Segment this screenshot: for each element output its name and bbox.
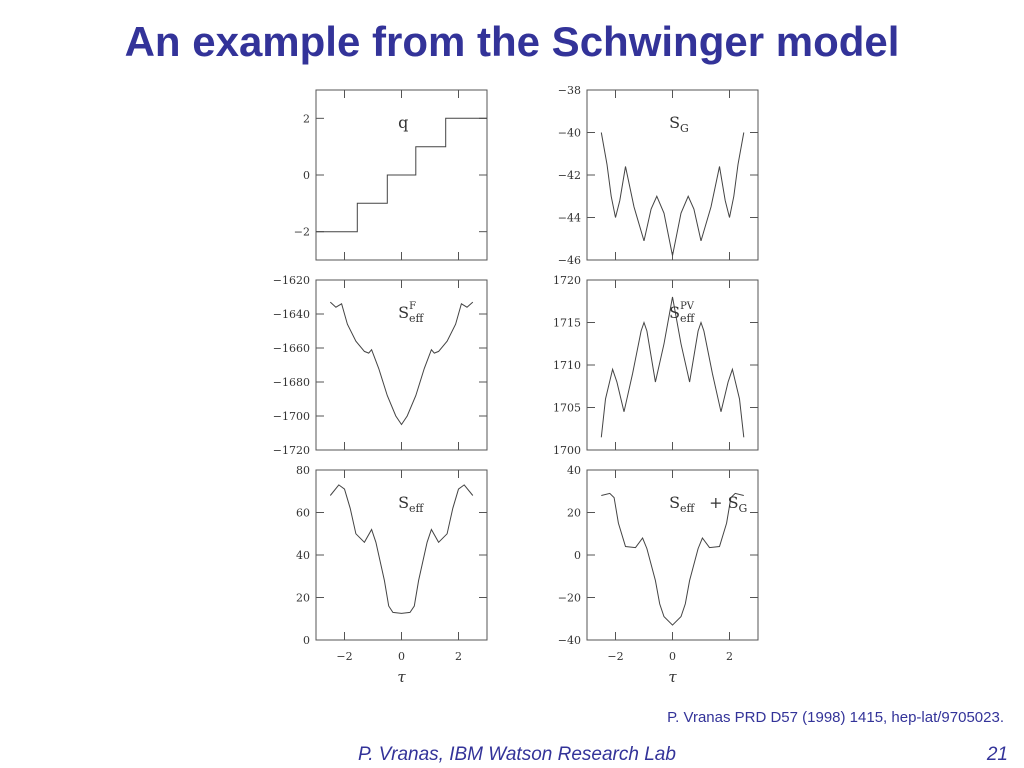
y-tick-label: −44: [558, 212, 581, 225]
y-tick-label: −38: [558, 84, 581, 97]
y-tick-label: 1715: [553, 317, 581, 330]
chart-grid: −202 q−46−44−42−40−38SG−1720−1700−1680−16…: [273, 84, 759, 686]
panel-label: Seff: [669, 493, 695, 515]
series-line: [600, 132, 745, 256]
y-tick-label: 60: [296, 507, 310, 520]
x-tick-label: 0: [669, 650, 676, 663]
y-tick-label: 20: [296, 592, 310, 605]
x-tick-label: 2: [726, 650, 733, 663]
footer-author: P. Vranas, IBM Watson Research Lab: [358, 744, 676, 765]
reference-citation: P. Vranas PRD D57 (1998) 1415, hep-lat/9…: [667, 709, 1004, 726]
panel-label-superscript: PV: [680, 301, 695, 312]
page-number: 21: [986, 744, 1008, 765]
x-tick-label: 2: [455, 650, 462, 663]
y-tick-label: −40: [558, 634, 581, 647]
y-tick-label: −40: [558, 127, 581, 140]
panel-label: Seff: [398, 493, 424, 515]
y-tick-label: 20: [567, 507, 581, 520]
y-tick-label: −2: [294, 226, 310, 239]
y-tick-label: −1680: [273, 376, 310, 389]
panel-label: Seff: [669, 303, 695, 325]
y-tick-label: 1710: [553, 359, 581, 372]
series-line: [600, 296, 745, 438]
slide-title: An example from the Schwinger model: [124, 18, 900, 65]
y-tick-label: −1700: [273, 410, 310, 423]
y-tick-label: −1660: [273, 342, 310, 355]
y-tick-label: 40: [296, 549, 310, 562]
y-tick-label: 1720: [553, 274, 581, 287]
y-tick-label: 0: [303, 169, 310, 182]
x-axis-label: τ: [397, 668, 406, 686]
panel-label-superscript: F: [409, 301, 416, 312]
chart-panel-2: −46 −44 −42 −40 −38 SG: [558, 84, 759, 267]
y-tick-label: 0: [574, 549, 581, 562]
x-tick-label: −2: [607, 650, 623, 663]
y-tick-label: 1700: [553, 444, 581, 457]
y-tick-label: 0: [303, 634, 310, 647]
series-line: [329, 301, 474, 426]
panel-label: Seff: [398, 303, 424, 325]
y-tick-label: −46: [558, 254, 581, 267]
series-line: [316, 117, 487, 233]
panel-label-extra: + SG: [709, 493, 747, 515]
series-line: [601, 492, 744, 626]
chart-panel-1: −2 0 2 q: [294, 89, 488, 261]
y-tick-label: 2: [303, 112, 310, 125]
chart-panel-5: 0 20 40 60 80 −2 0 2 τ Seff: [296, 464, 488, 686]
panel-label: q: [398, 113, 408, 132]
series-line: [329, 484, 474, 614]
x-tick-label: 0: [398, 650, 405, 663]
y-tick-label: −1620: [273, 274, 310, 287]
x-axis-label: τ: [668, 668, 677, 686]
y-tick-label: −42: [558, 169, 581, 182]
y-tick-label: −20: [558, 592, 581, 605]
x-tick-label: −2: [336, 650, 352, 663]
y-tick-label: −1640: [273, 308, 310, 321]
y-tick-label: 40: [567, 464, 581, 477]
y-tick-label: 80: [296, 464, 310, 477]
y-tick-label: −1720: [273, 444, 310, 457]
panel-label: SG: [669, 113, 689, 135]
y-tick-label: 1705: [553, 402, 581, 415]
